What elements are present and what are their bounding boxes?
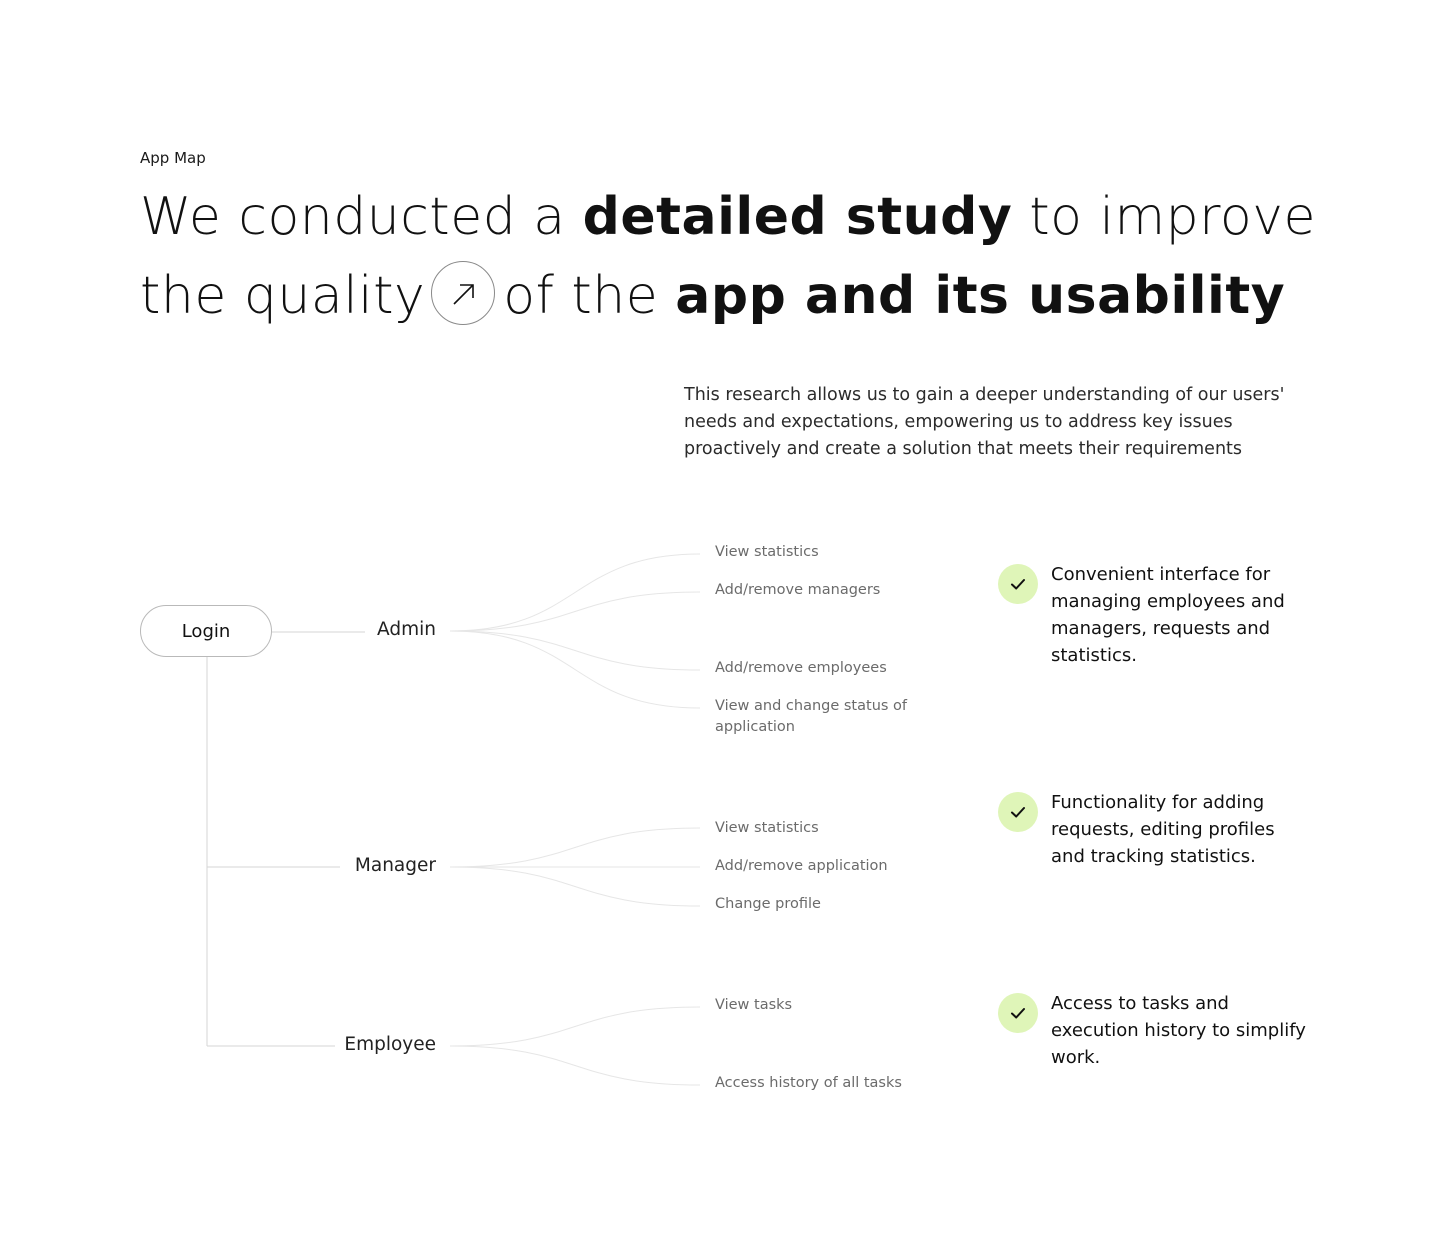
feature-item: View statistics <box>715 820 819 836</box>
benefit-note: Access to tasks and execution history to… <box>998 993 1308 1071</box>
check-icon <box>998 993 1038 1033</box>
headline-emphasis: app and its usability <box>675 266 1286 326</box>
role-manager[interactable]: Manager <box>354 855 436 876</box>
intro-paragraph: This research allows us to gain a deeper… <box>684 385 1285 459</box>
branch-curve <box>449 630 701 671</box>
headline: We conducted a detailed study to improve… <box>140 178 1340 336</box>
section-label: App Map <box>140 149 206 167</box>
benefit-note-text: Convenient interface for managing employ… <box>1051 564 1285 666</box>
headline-text: We conducted a <box>140 187 583 247</box>
branch-curve <box>449 866 701 907</box>
benefit-note-text: Access to tasks and execution history to… <box>1051 993 1306 1068</box>
feature-item: Add/remove employees <box>715 660 887 676</box>
check-icon <box>998 564 1038 604</box>
headline-line-1: We conducted a detailed study to improve <box>140 178 1340 257</box>
feature-item: View tasks <box>715 997 793 1013</box>
headline-emphasis: detailed study <box>582 187 1013 247</box>
check-icon <box>998 792 1038 832</box>
login-node[interactable]: Login <box>140 605 272 657</box>
headline-line-2: the quality of the app and its usability <box>140 257 1340 336</box>
feature-item: Access history of all tasks <box>715 1075 902 1091</box>
benefit-note-text: Functionality for adding requests, editi… <box>1051 792 1275 867</box>
feature-item: Add/remove managers <box>715 582 881 598</box>
branch-curve <box>449 1006 701 1047</box>
headline-text: of the <box>503 266 676 326</box>
feature-item: View statistics <box>715 544 819 560</box>
headline-text: to improve <box>1012 187 1316 247</box>
branch-curve <box>449 591 701 632</box>
arrow-up-right-icon[interactable] <box>431 261 496 325</box>
branch-curve <box>449 1045 701 1086</box>
feature-item: Change profile <box>715 896 821 912</box>
branch-curve <box>449 827 701 868</box>
role-employee[interactable]: Employee <box>344 1034 436 1055</box>
feature-item: View and change status of application <box>715 698 908 735</box>
headline-text: the quality <box>140 266 426 326</box>
branch-curve <box>449 553 701 632</box>
feature-item: Add/remove application <box>715 858 888 874</box>
role-admin[interactable]: Admin <box>377 619 436 640</box>
benefit-note: Convenient interface for managing employ… <box>998 564 1308 669</box>
branch-curve <box>449 630 701 709</box>
benefit-note: Functionality for adding requests, editi… <box>998 792 1308 870</box>
